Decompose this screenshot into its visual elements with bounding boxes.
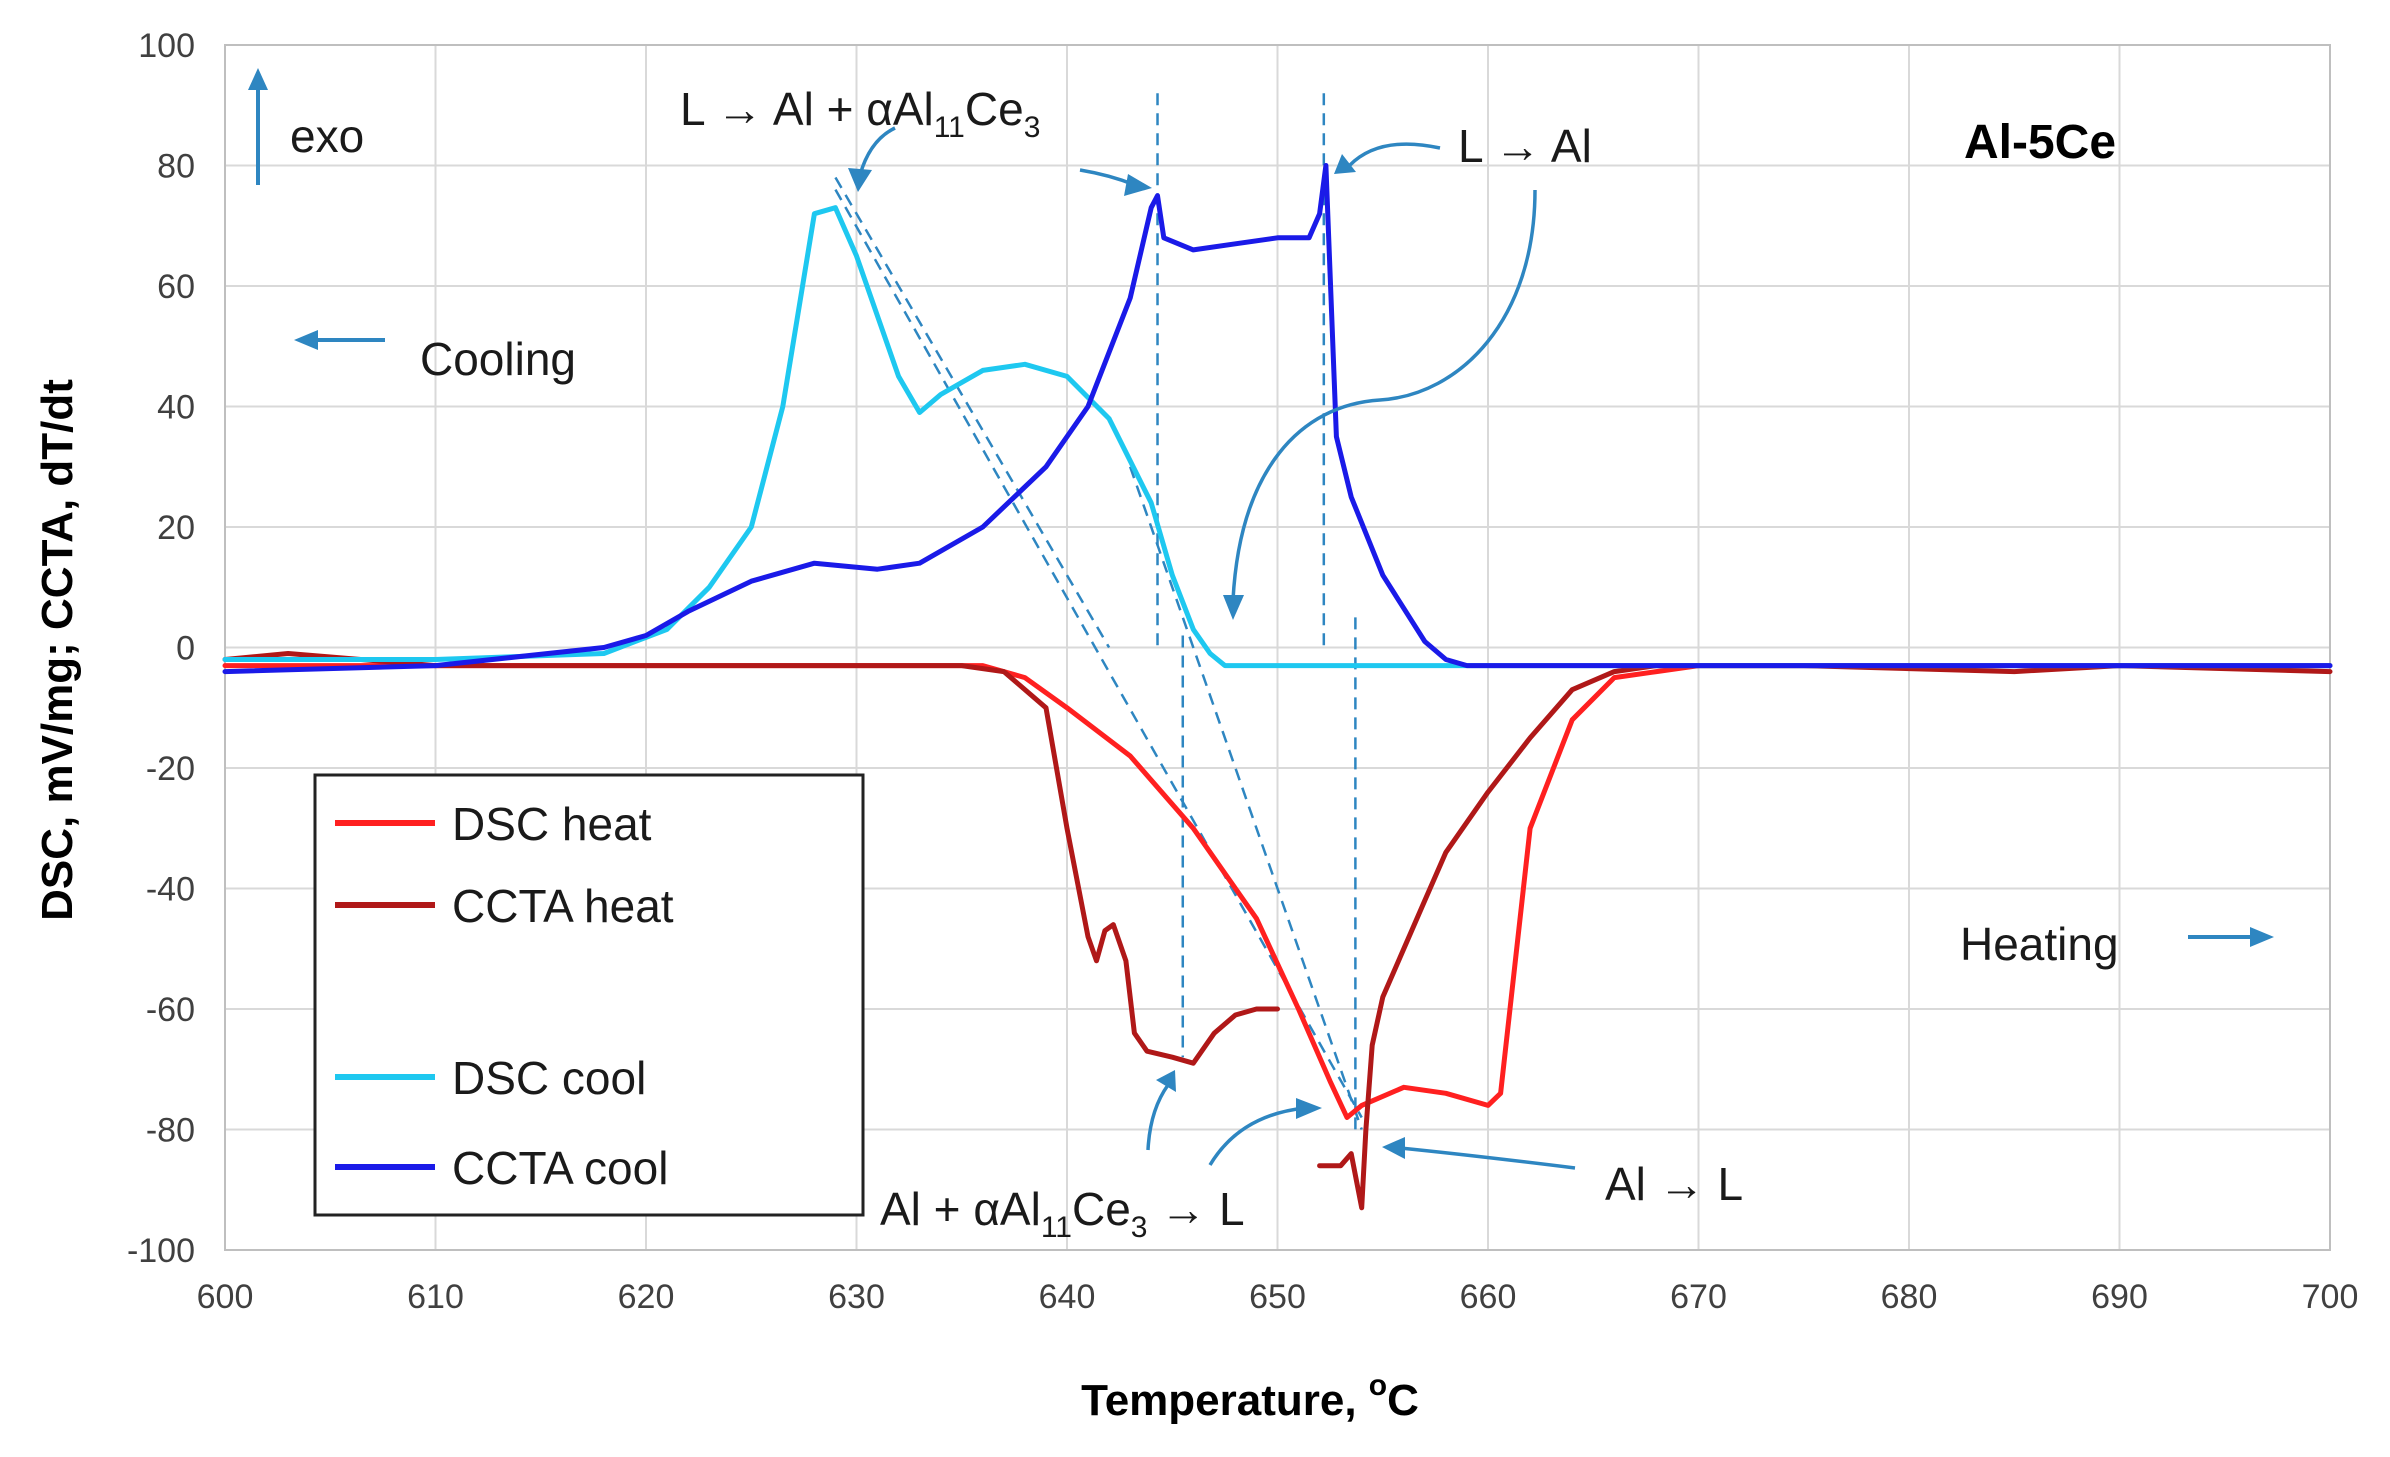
- y-tick-label: -80: [146, 1112, 195, 1150]
- y-tick-label: 0: [176, 630, 195, 668]
- legend-label-dsc-cool: DSC cool: [452, 1052, 646, 1104]
- annotation-arrow: [1348, 142, 1441, 167]
- annotation-arrowhead: [1223, 595, 1244, 620]
- annotation-arrow: [1146, 1083, 1170, 1151]
- x-tick-label: 620: [618, 1278, 675, 1316]
- x-tick-label: 640: [1039, 1278, 1096, 1316]
- y-tick-label: -20: [146, 750, 195, 788]
- series-line-dsc-cool: [222, 205, 2333, 669]
- annotation-arrow: [1231, 189, 1537, 601]
- x-tick-label: 680: [1881, 1278, 1938, 1316]
- y-axis-title: DSC, mV/mg; CCTA, dT/dt: [33, 379, 82, 921]
- annotation-arrowhead: [1156, 1070, 1176, 1092]
- reaction-label-bottom-left: Al + αAl11Ce3 → L: [880, 1183, 1245, 1244]
- series-line-ccta-cool: [222, 163, 2333, 675]
- y-tick-label: 20: [157, 509, 195, 547]
- legend-label-dsc-heat: DSC heat: [452, 798, 652, 850]
- annotation-arrowhead: [1334, 154, 1356, 174]
- y-tick-label: 80: [157, 148, 195, 186]
- x-tick-label: 660: [1460, 1278, 1517, 1316]
- annotation-arrow: [858, 126, 896, 176]
- annotation-arrowhead: [1382, 1137, 1405, 1159]
- x-tick-label: 600: [197, 1278, 254, 1316]
- annotation-arrowhead: [1124, 174, 1152, 196]
- annotation-arrowhead: [1296, 1098, 1322, 1119]
- reaction-label-bottom-right: Al → L: [1605, 1158, 1743, 1210]
- series-line-ccta-heat: [222, 651, 1280, 1066]
- x-tick-label: 700: [2302, 1278, 2359, 1316]
- x-tick-label: 650: [1249, 1278, 1306, 1316]
- y-tick-label: -60: [146, 991, 195, 1029]
- series-lines: [222, 163, 2333, 1211]
- exo-label: exo: [290, 110, 364, 162]
- heating-label: Heating: [1960, 918, 2119, 970]
- x-tick-label: 610: [407, 1278, 464, 1316]
- heating-indicator: Heating: [1960, 918, 2274, 970]
- legend-label-ccta-heat: CCTA heat: [452, 880, 674, 932]
- tangent-line: [1128, 466, 1363, 1130]
- y-tick-label: 60: [157, 268, 195, 306]
- y-tick-label: -100: [127, 1232, 195, 1270]
- reaction-label-top-right: L → Al: [1458, 120, 1592, 172]
- y-tick-label: 40: [157, 389, 195, 427]
- x-axis-title: Temperature, oC: [1081, 1369, 1419, 1425]
- series-line-ccta-heat: [1317, 663, 2333, 1211]
- x-tick-label: 630: [828, 1278, 885, 1316]
- chart-title: Al-5Ce: [1964, 116, 2116, 169]
- tangent-line: [834, 176, 1111, 649]
- legend-label-ccta-cool: CCTA cool: [452, 1142, 668, 1194]
- cooling-label: Cooling: [420, 333, 576, 385]
- annotation-arrows: [848, 126, 1576, 1170]
- y-tick-labels: 100 80 60 40 20 0 -20 -40 -60 -80 -100: [127, 27, 195, 1270]
- x-tick-label: 670: [1670, 1278, 1727, 1316]
- x-tick-labels: 600 610 620 630 640 650 660 670 680 690 700: [197, 1278, 2359, 1316]
- cooling-indicator: Cooling: [294, 330, 576, 385]
- tangent-line: [834, 188, 1363, 1119]
- y-tick-label: -40: [146, 871, 195, 909]
- legend: DSC heat CCTA heat DSC cool CCTA cool: [313, 773, 865, 1217]
- annotation-arrowhead: [848, 168, 872, 192]
- y-tick-label: 100: [138, 27, 195, 65]
- tangent-lines: [834, 93, 1363, 1130]
- plot-area-border: [224, 44, 2331, 1251]
- legend-box: [313, 773, 865, 1217]
- series-line-dsc-heat: [222, 663, 2333, 1120]
- annotation-arrow: [1399, 1146, 1576, 1170]
- x-tick-label: 690: [2091, 1278, 2148, 1316]
- annotation-arrow: [1208, 1106, 1306, 1166]
- reaction-label-top-left: L → Al + αAl11Ce3: [680, 83, 1040, 144]
- exo-indicator: exo: [248, 68, 364, 185]
